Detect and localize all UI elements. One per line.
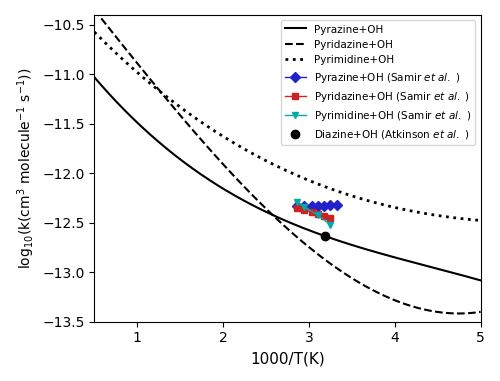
Legend: Pyrazine+OH, Pyridazine+OH, Pyrimidine+OH, Pyrazine+OH (Samir $et\ al.$ ), Pyrid: Pyrazine+OH, Pyridazine+OH, Pyrimidine+O…	[280, 20, 475, 146]
Y-axis label: log$_{10}$(k(cm$^3$ molecule$^{-1}$ s$^{-1}$)): log$_{10}$(k(cm$^3$ molecule$^{-1}$ s$^{…	[15, 68, 36, 269]
X-axis label: 1000/T(K): 1000/T(K)	[250, 351, 325, 366]
